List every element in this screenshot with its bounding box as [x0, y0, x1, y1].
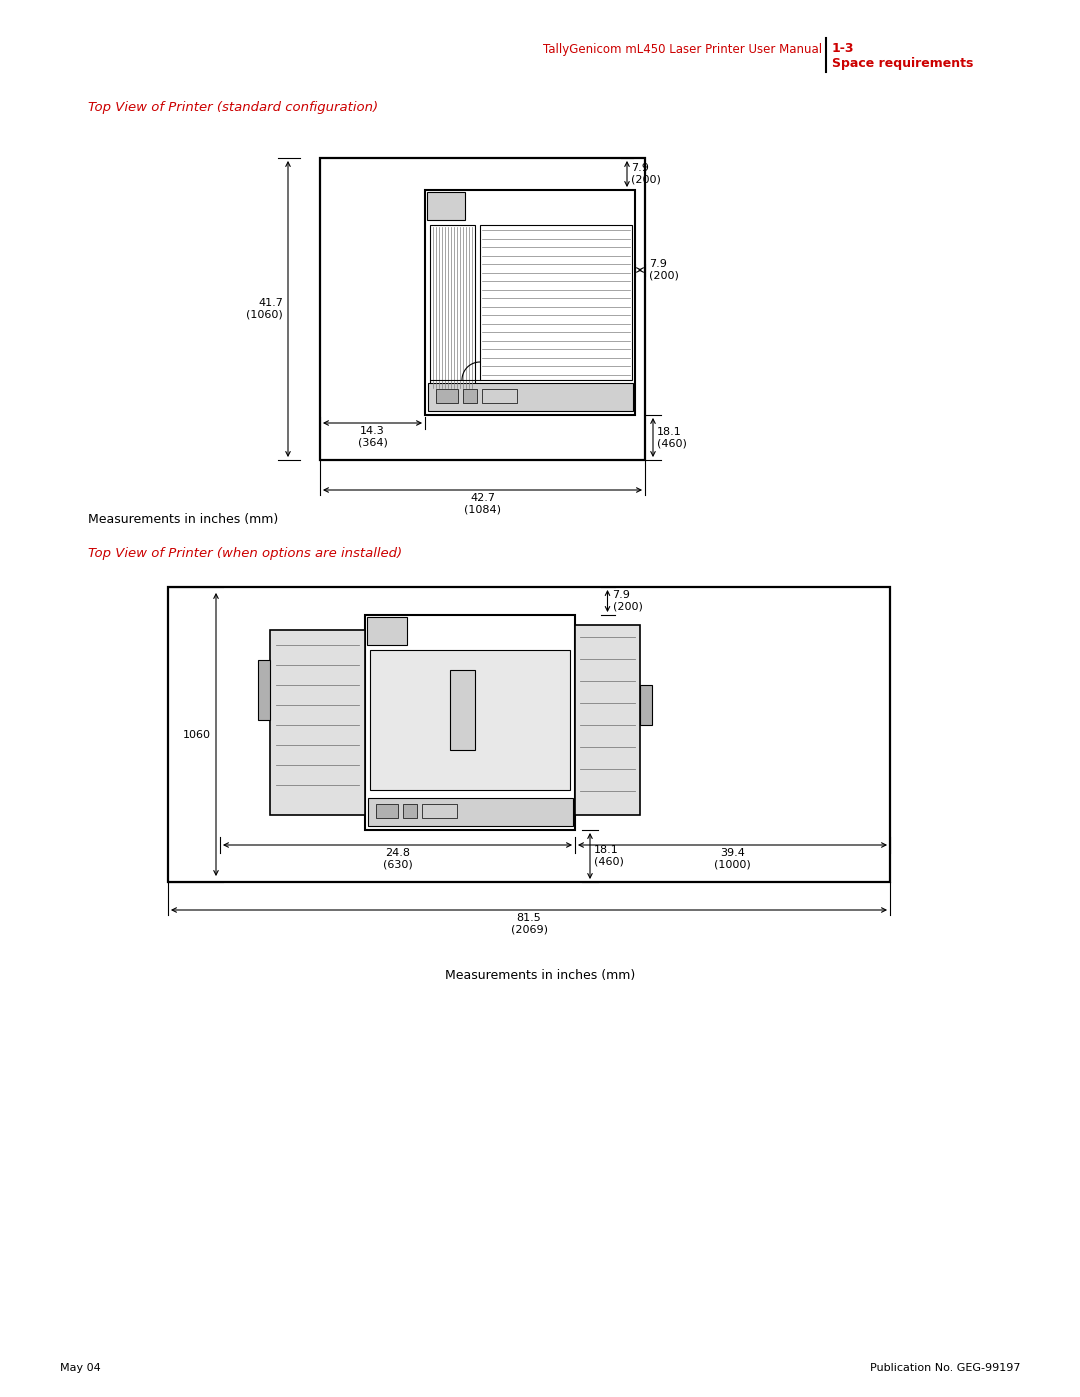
- Bar: [430, 225, 475, 390]
- Text: 7.9
(200): 7.9 (200): [631, 163, 661, 184]
- Text: 39.4
(1000): 39.4 (1000): [714, 848, 751, 869]
- Text: 1060: 1060: [183, 729, 211, 739]
- Text: May 04: May 04: [60, 1363, 100, 1373]
- Text: Top View of Printer (standard configuration): Top View of Printer (standard configurat…: [87, 102, 378, 115]
- Text: Publication No. GEG-99197: Publication No. GEG-99197: [869, 1363, 1020, 1373]
- Bar: [575, 624, 640, 814]
- Bar: [376, 805, 399, 819]
- Bar: [436, 388, 458, 402]
- Bar: [422, 805, 457, 819]
- Bar: [640, 685, 652, 725]
- Text: 18.1
(460): 18.1 (460): [594, 845, 624, 866]
- Text: 18.1
(460): 18.1 (460): [657, 426, 687, 448]
- Text: 41.7
(1060): 41.7 (1060): [246, 298, 283, 320]
- Bar: [270, 630, 365, 814]
- Bar: [426, 190, 635, 415]
- Bar: [168, 587, 890, 882]
- Text: 7.9
(200): 7.9 (200): [649, 260, 679, 281]
- Text: Space requirements: Space requirements: [832, 57, 973, 70]
- Bar: [427, 191, 465, 219]
- Bar: [370, 650, 570, 789]
- Text: 7.9
(200): 7.9 (200): [612, 590, 643, 612]
- Bar: [320, 158, 645, 460]
- Bar: [428, 383, 633, 411]
- Text: 81.5
(2069): 81.5 (2069): [511, 914, 548, 935]
- Bar: [365, 615, 575, 830]
- Bar: [463, 388, 477, 402]
- Text: Top View of Printer (when options are installed): Top View of Printer (when options are in…: [87, 548, 402, 560]
- Text: TallyGenicom mL450 Laser Printer User Manual: TallyGenicom mL450 Laser Printer User Ma…: [543, 42, 822, 56]
- Bar: [450, 671, 475, 750]
- Text: 24.8
(630): 24.8 (630): [382, 848, 413, 869]
- Bar: [368, 798, 573, 826]
- Text: 1-3: 1-3: [832, 42, 854, 56]
- Text: Measurements in inches (mm): Measurements in inches (mm): [87, 514, 279, 527]
- Text: Measurements in inches (mm): Measurements in inches (mm): [445, 968, 635, 982]
- Bar: [258, 659, 270, 719]
- Bar: [480, 225, 632, 380]
- Bar: [482, 388, 517, 402]
- Text: 42.7
(1084): 42.7 (1084): [464, 493, 501, 514]
- Text: 14.3
(364): 14.3 (364): [357, 426, 388, 447]
- Bar: [367, 617, 407, 645]
- Bar: [403, 805, 417, 819]
